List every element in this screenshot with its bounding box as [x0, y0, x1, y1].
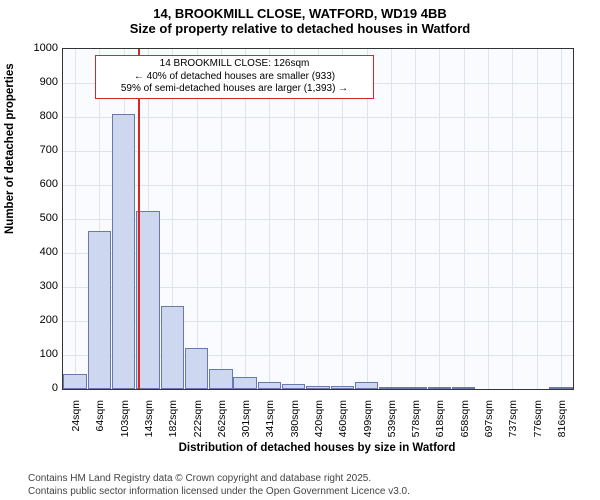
x-tick-label: 776sqm [532, 400, 544, 450]
x-tick-label: 341sqm [264, 400, 276, 450]
x-tick-label: 539sqm [386, 400, 398, 450]
histogram-bar [233, 377, 256, 389]
x-tick-label: 816sqm [556, 400, 568, 450]
x-tick-label: 578sqm [410, 400, 422, 450]
histogram-bar [306, 386, 329, 389]
x-tick-label: 420sqm [313, 400, 325, 450]
x-tick-label: 103sqm [119, 400, 131, 450]
x-tick-label: 737sqm [507, 400, 519, 450]
histogram-bar [185, 348, 208, 389]
y-tick-label: 100 [18, 348, 58, 360]
gridline-v [512, 49, 513, 389]
gridline-v [197, 49, 198, 389]
x-tick-label: 64sqm [94, 400, 106, 450]
x-tick-label: 380sqm [289, 400, 301, 450]
annotation-line3: 59% of semi-detached houses are larger (… [102, 83, 367, 96]
histogram-bar [209, 369, 232, 389]
x-tick-label: 499sqm [362, 400, 374, 450]
histogram-bar [136, 211, 159, 390]
reference-line [138, 49, 140, 389]
chart-container: 14, BROOKMILL CLOSE, WATFORD, WD19 4BB S… [0, 0, 600, 500]
annotation-box: 14 BROOKMILL CLOSE: 126sqm← 40% of detac… [95, 55, 374, 99]
y-axis-label: Number of detached properties [4, 214, 16, 234]
y-tick-label: 500 [18, 212, 58, 224]
gridline-v [537, 49, 538, 389]
x-tick-label: 143sqm [143, 400, 155, 450]
histogram-bar [403, 387, 426, 389]
gridline-v [464, 49, 465, 389]
x-tick-label: 262sqm [216, 400, 228, 450]
gridline-v [561, 49, 562, 389]
histogram-bar [331, 386, 354, 389]
histogram-bar [282, 384, 305, 389]
y-tick-label: 0 [18, 382, 58, 394]
x-tick-label: 658sqm [459, 400, 471, 450]
histogram-bar [428, 387, 451, 389]
annotation-line1: 14 BROOKMILL CLOSE: 126sqm [102, 58, 367, 71]
annotation-line2: ← 40% of detached houses are smaller (93… [102, 71, 367, 84]
footer-line2: Contains public sector information licen… [28, 486, 410, 499]
x-tick-label: 697sqm [483, 400, 495, 450]
y-tick-label: 200 [18, 314, 58, 326]
histogram-bar [549, 387, 572, 389]
gridline-v [245, 49, 246, 389]
x-tick-label: 222sqm [192, 400, 204, 450]
y-tick-label: 600 [18, 178, 58, 190]
gridline-v [318, 49, 319, 389]
gridline-v [269, 49, 270, 389]
gridline-v [75, 49, 76, 389]
histogram-bar [452, 387, 475, 389]
histogram-bar [63, 374, 86, 389]
x-tick-label: 618sqm [434, 400, 446, 450]
gridline-v [488, 49, 489, 389]
gridline-v [342, 49, 343, 389]
gridline-v [221, 49, 222, 389]
x-tick-label: 24sqm [70, 400, 82, 450]
y-tick-label: 1000 [18, 42, 58, 54]
gridline-v [415, 49, 416, 389]
histogram-bar [355, 382, 378, 389]
histogram-bar [88, 231, 111, 389]
x-tick-label: 182sqm [167, 400, 179, 450]
y-tick-label: 400 [18, 246, 58, 258]
y-tick-label: 300 [18, 280, 58, 292]
y-tick-label: 700 [18, 144, 58, 156]
gridline-v [439, 49, 440, 389]
histogram-bar [258, 382, 281, 389]
footer-line1: Contains HM Land Registry data © Crown c… [28, 473, 410, 486]
chart-title-1: 14, BROOKMILL CLOSE, WATFORD, WD19 4BB [0, 0, 600, 21]
plot-area [62, 48, 574, 390]
gridline-v [391, 49, 392, 389]
y-tick-label: 900 [18, 76, 58, 88]
y-tick-label: 800 [18, 110, 58, 122]
histogram-bar [379, 387, 402, 389]
x-tick-label: 301sqm [240, 400, 252, 450]
histogram-bar [112, 114, 135, 389]
chart-title-2: Size of property relative to detached ho… [0, 21, 600, 36]
x-tick-label: 460sqm [337, 400, 349, 450]
histogram-bar [161, 306, 184, 389]
gridline-v [367, 49, 368, 389]
footer-text: Contains HM Land Registry data © Crown c… [28, 473, 410, 498]
gridline-v [294, 49, 295, 389]
